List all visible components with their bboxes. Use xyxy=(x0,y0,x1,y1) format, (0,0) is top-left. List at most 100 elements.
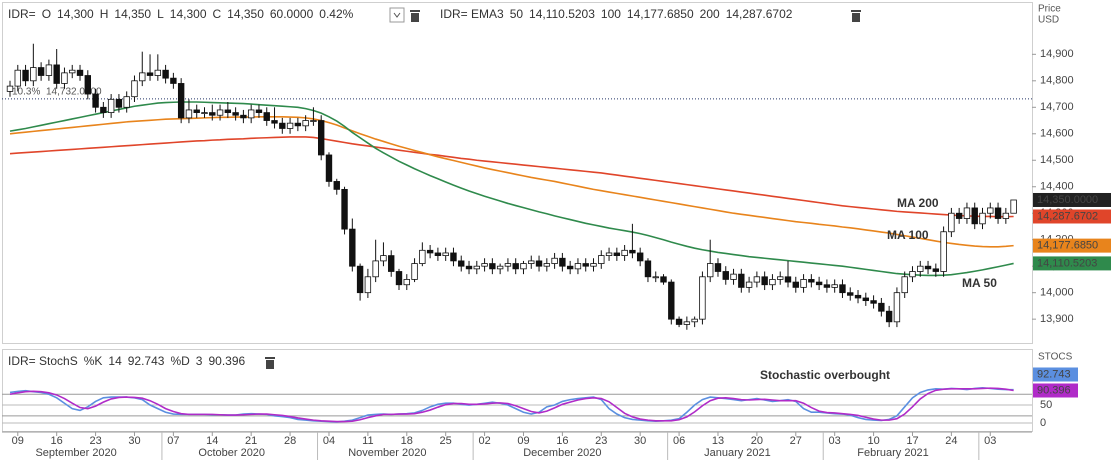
candle-body xyxy=(131,80,138,98)
candle-body xyxy=(496,265,504,270)
candle-body xyxy=(84,75,91,95)
ma-line xyxy=(9,116,1014,248)
candle-body xyxy=(434,252,442,257)
candle-body xyxy=(979,212,986,225)
x-tick-label: 09 xyxy=(517,435,529,447)
candle-body xyxy=(566,265,574,270)
candle-body xyxy=(932,268,940,272)
candle-body xyxy=(535,260,543,267)
delete-icon[interactable] xyxy=(851,10,861,22)
legend-item: 14,300 xyxy=(170,7,207,21)
candle-body xyxy=(574,263,582,270)
candle-body xyxy=(955,212,963,219)
candle-body xyxy=(177,83,185,119)
x-tick-label: 13 xyxy=(712,435,724,447)
delete-icon[interactable] xyxy=(265,357,275,369)
candle-body xyxy=(948,212,955,233)
dropdown-button[interactable] xyxy=(389,7,405,23)
candle-body xyxy=(193,109,200,113)
candle-body xyxy=(504,263,512,267)
x-tick-label: 17 xyxy=(906,435,918,447)
dropdown-arrow xyxy=(393,12,401,18)
candle-body xyxy=(411,263,418,280)
stoch-line xyxy=(9,387,1014,423)
candle-body xyxy=(893,292,901,323)
candle-body xyxy=(61,72,68,84)
candle-body xyxy=(162,69,169,79)
last-value-label: 92.743 xyxy=(1037,368,1071,380)
candle-body xyxy=(271,120,278,124)
y-tick-label: 14,400 xyxy=(1040,181,1074,193)
candle-body xyxy=(76,69,84,76)
last-value-box xyxy=(1033,192,1111,207)
candle-body xyxy=(722,271,729,280)
candle-body xyxy=(582,263,589,267)
month-label: September 2020 xyxy=(35,447,116,459)
month-label: February 2021 xyxy=(857,447,929,459)
month-label: January 2021 xyxy=(704,447,771,459)
candle-body xyxy=(862,297,869,302)
candle-body xyxy=(815,281,823,286)
candle-body xyxy=(691,318,698,323)
candle-body xyxy=(730,273,737,280)
candle-body xyxy=(279,122,286,129)
reference-label: 14,732.0000 xyxy=(46,86,102,97)
x-tick-label: 07 xyxy=(167,435,179,447)
candle-body xyxy=(100,106,107,113)
candle-body xyxy=(1002,212,1010,219)
candle-body xyxy=(598,255,605,264)
candle-body xyxy=(800,279,807,288)
x-tick-label: 09 xyxy=(12,435,24,447)
annotation: Stochastic overbought xyxy=(760,368,890,382)
candle-body xyxy=(356,265,364,294)
y-tick-label: 14,000 xyxy=(1040,287,1074,299)
legend-item: %K xyxy=(84,354,103,368)
axis-title: Price xyxy=(1038,4,1061,15)
x-tick-label: 06 xyxy=(673,435,685,447)
candle-body xyxy=(808,279,815,283)
legend-item: C xyxy=(213,7,222,21)
legend-item: IDR= EMA3 xyxy=(440,7,504,21)
last-value-box xyxy=(1033,238,1111,253)
last-value-label: 90.396 xyxy=(1037,384,1071,396)
candle-body xyxy=(714,263,722,272)
candle-body xyxy=(940,231,947,272)
candle-body xyxy=(753,276,761,283)
legend-item: 60.0000 xyxy=(270,7,314,21)
last-value-label: 14,177.6850 xyxy=(1037,240,1098,252)
candle-body xyxy=(917,265,924,272)
x-tick-label: 23 xyxy=(595,435,607,447)
series-label: MA 200 xyxy=(897,196,939,210)
candle-body xyxy=(473,265,480,270)
candle-body xyxy=(823,284,831,288)
y-tick-label: 0 xyxy=(1040,417,1046,429)
candle-body xyxy=(769,279,776,286)
candle-body xyxy=(139,72,146,82)
candle-body xyxy=(107,98,115,113)
candle-body xyxy=(901,276,908,294)
last-value-box xyxy=(1033,209,1111,224)
candle-body xyxy=(784,276,792,283)
candle-body xyxy=(668,281,675,320)
x-tick-label: 02 xyxy=(478,435,490,447)
x-tick-label: 14 xyxy=(206,435,218,447)
candle-body xyxy=(878,302,885,312)
last-value-box xyxy=(1033,367,1078,382)
candle-body xyxy=(528,260,535,264)
panel-title: STOCS xyxy=(1038,352,1073,363)
x-tick-label: 03 xyxy=(984,435,996,447)
x-tick-label: 16 xyxy=(556,435,568,447)
candle-body xyxy=(224,109,232,113)
candle-body xyxy=(426,249,434,254)
candle-body xyxy=(255,109,263,113)
candle-body xyxy=(170,77,177,84)
candle-body xyxy=(37,67,45,76)
delete-icon[interactable] xyxy=(410,10,420,22)
x-tick-label: 23 xyxy=(89,435,101,447)
candle-body xyxy=(92,93,99,108)
x-tick-label: 30 xyxy=(634,435,646,447)
candle-body xyxy=(442,252,449,257)
candle-body xyxy=(652,276,659,279)
candle-body xyxy=(53,64,60,84)
